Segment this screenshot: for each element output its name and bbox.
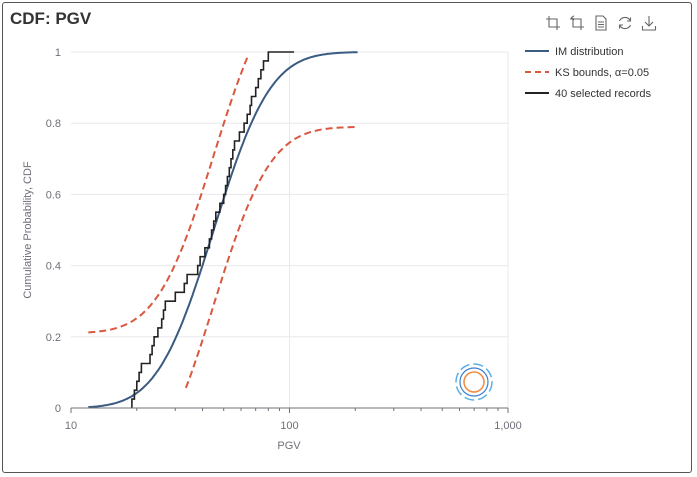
selected-records-line: [131, 51, 295, 408]
im-distribution-line: [88, 51, 358, 409]
y-tick-label: 0.4: [46, 261, 61, 273]
ks-upper-bound-line: [88, 55, 250, 334]
legend-label[interactable]: 40 selected records: [555, 88, 651, 100]
y-tick-label: 0: [55, 403, 61, 415]
y-tick-label: 0.6: [46, 189, 61, 201]
x-tick-label: 10: [65, 420, 77, 432]
toolbox: [543, 14, 659, 32]
legend: IM distribution KS bounds, α=0.05 40 selec…: [525, 46, 651, 100]
legend-label[interactable]: KS bounds, α=0.05: [555, 67, 649, 79]
loading-spinner-icon: [455, 363, 493, 401]
save-image-icon[interactable]: [639, 14, 659, 32]
chart-panel: CDF: PGV: [2, 2, 692, 473]
zoom-icon[interactable]: [543, 14, 563, 32]
x-tick-label: 100: [280, 420, 298, 432]
ks-lower-bound-line: [184, 126, 358, 389]
restore-icon[interactable]: [615, 14, 635, 32]
y-tick-label: 0.2: [46, 332, 61, 344]
y-axis-label: Cumulative Probability, CDF: [22, 161, 34, 299]
x-tick-label: 1,000: [494, 420, 522, 432]
y-tick-label: 1: [55, 47, 61, 59]
zoom-reset-icon[interactable]: [567, 14, 587, 32]
y-tick-label: 0.8: [46, 118, 61, 130]
chart-title: CDF: PGV: [10, 9, 92, 28]
x-axis-label: PGV: [277, 440, 301, 452]
legend-label[interactable]: IM distribution: [555, 46, 623, 58]
data-view-icon[interactable]: [591, 14, 611, 32]
